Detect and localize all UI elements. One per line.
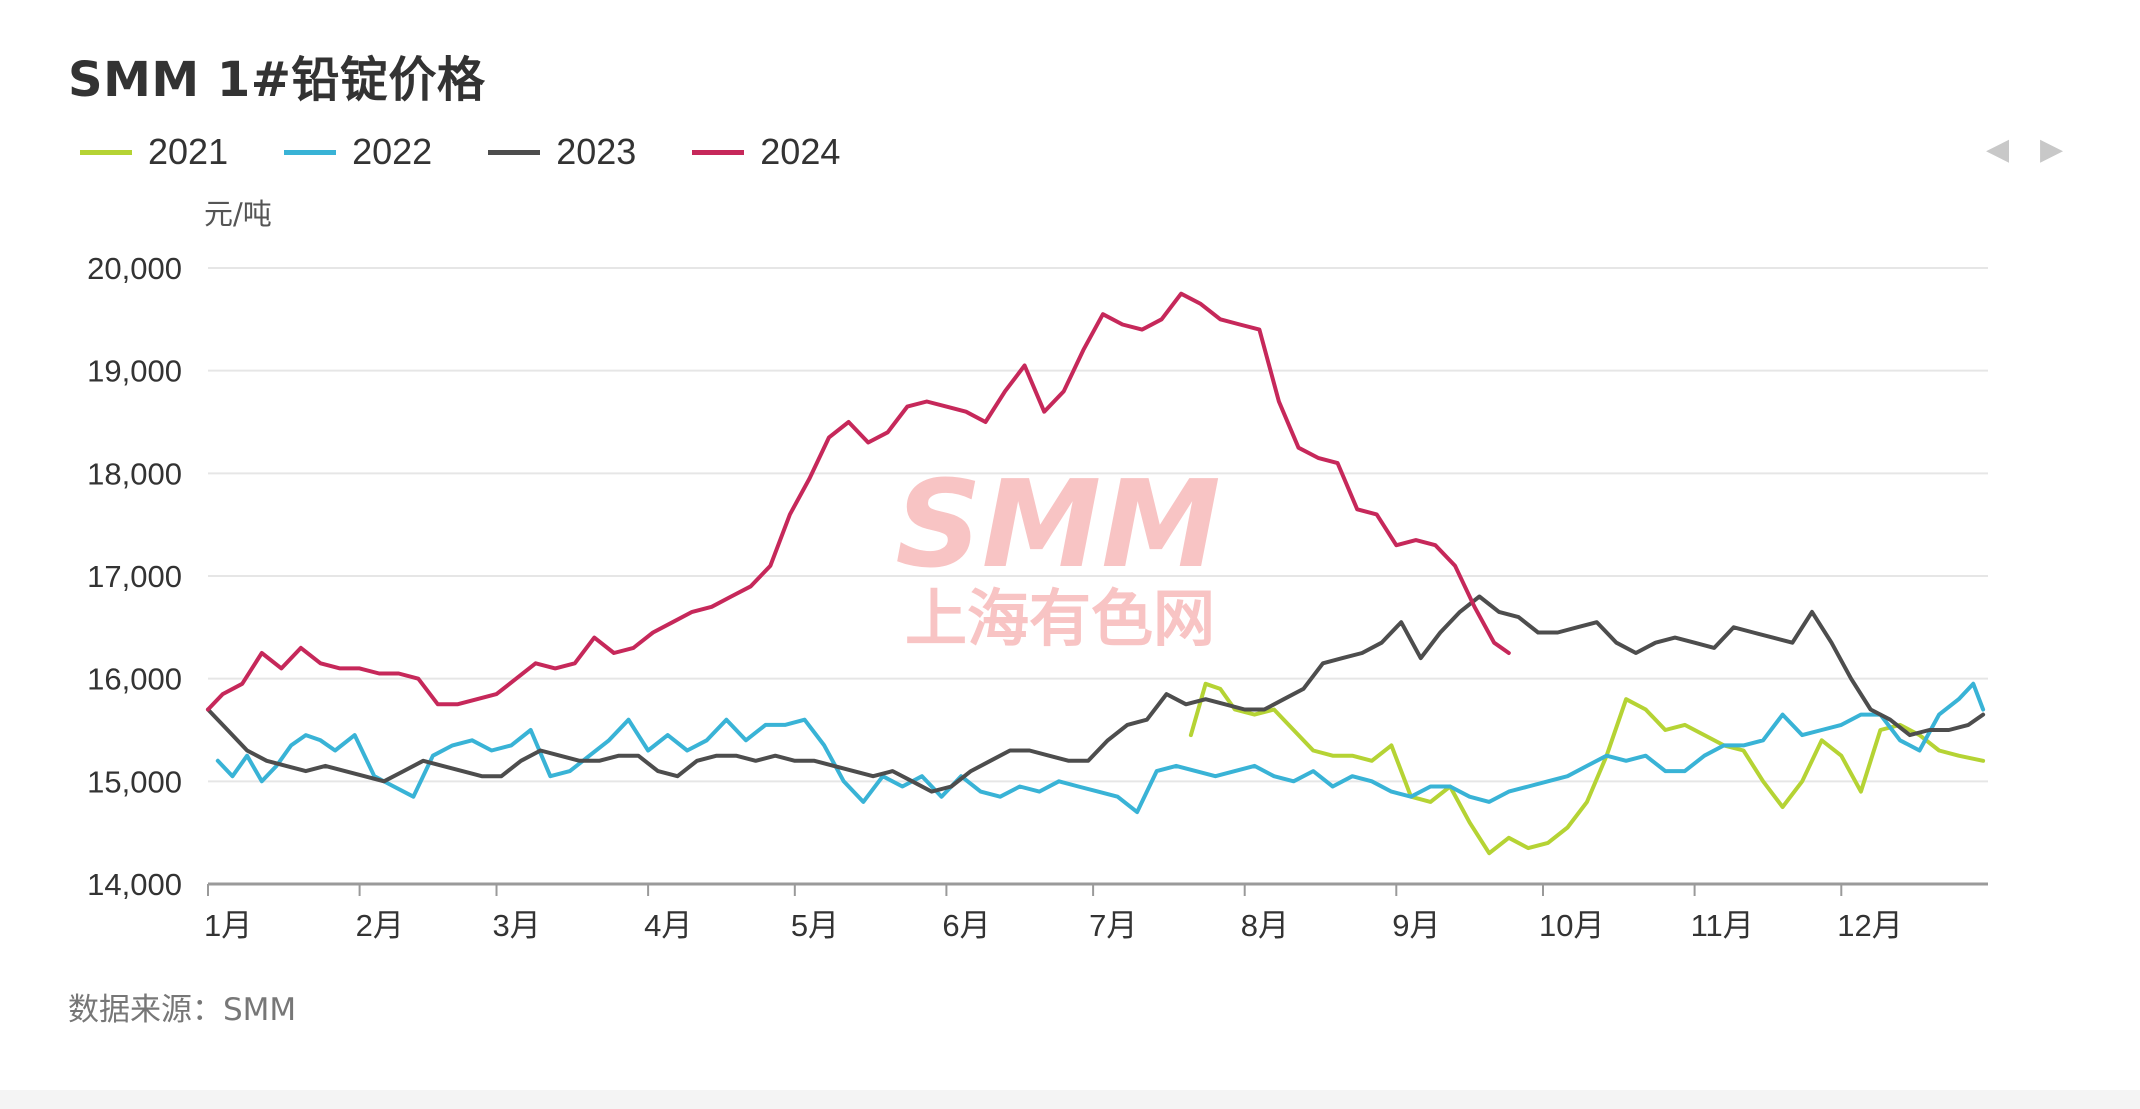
legend-next-icon[interactable]: ▶: [2040, 132, 2064, 167]
x-axis: 1月 2月 3月 4月 5月 6月 7月 8月 9月 10月 11月 12月: [204, 884, 1903, 943]
watermark-logo: SMM 上海有色网: [895, 456, 1220, 655]
series-lines: [206, 291, 1986, 856]
legend-label: 2024: [760, 131, 841, 172]
x-tick-label: 9月: [1392, 908, 1440, 943]
x-tick-label: 1月: [204, 908, 252, 943]
x-tick-label: 6月: [942, 908, 990, 943]
legend-label: 2021: [148, 131, 229, 172]
legend-item-2022[interactable]: 2022: [284, 131, 432, 173]
y-tick-label: 17,000: [87, 559, 182, 594]
y-tick-label: 14,000: [87, 867, 182, 902]
series-line-2021: [1188, 681, 1986, 856]
y-axis-unit: 元/吨: [204, 197, 272, 231]
series-line-2023: [206, 594, 1986, 794]
legend: 2021 2022 2023 2024: [80, 128, 896, 176]
legend-item-2023[interactable]: 2023: [488, 131, 636, 173]
legend-swatch: [284, 149, 337, 155]
line-chart: SMM 上海有色网 元/吨 20,000 19,000 18,000 17,000 16…: [87, 197, 1988, 943]
series-line-2024: [206, 291, 1511, 712]
legend-swatch: [488, 149, 541, 155]
y-tick-label: 20,000: [87, 251, 182, 286]
legend-item-2021[interactable]: 2021: [80, 131, 228, 173]
data-source: 数据来源：SMM: [68, 992, 297, 1028]
y-tick-label: 15,000: [87, 764, 182, 799]
legend-label: 2022: [352, 131, 433, 172]
x-tick-label: 10月: [1539, 908, 1604, 943]
legend-prev-icon[interactable]: ◀: [1986, 132, 2010, 167]
legend-item-2024[interactable]: 2024: [692, 131, 840, 173]
y-tick-label: 19,000: [87, 354, 182, 389]
watermark-name: 上海有色网: [905, 582, 1215, 655]
x-tick-label: 12月: [1837, 908, 1902, 943]
x-tick-label: 5月: [791, 908, 839, 943]
x-tick-label: 7月: [1089, 908, 1137, 943]
legend-swatch: [80, 149, 132, 155]
x-tick-label: 11月: [1691, 908, 1754, 943]
y-axis: 20,000 19,000 18,000 17,000 16,000 15,000 14,0…: [87, 251, 182, 902]
watermark-brand: SMM: [895, 456, 1220, 595]
chart-title: SMM 1#铅锭价格: [68, 52, 486, 108]
legend-label: 2023: [556, 131, 637, 172]
y-tick-label: 16,000: [87, 662, 182, 697]
legend-swatch: [692, 149, 745, 155]
y-tick-label: 18,000: [87, 456, 182, 491]
series-line-2022: [215, 681, 1986, 815]
x-tick-label: 3月: [493, 908, 541, 943]
x-tick-label: 8月: [1241, 908, 1289, 943]
x-tick-label: 4月: [644, 908, 692, 943]
x-tick-label: 2月: [356, 908, 404, 943]
grid: [208, 267, 1988, 886]
